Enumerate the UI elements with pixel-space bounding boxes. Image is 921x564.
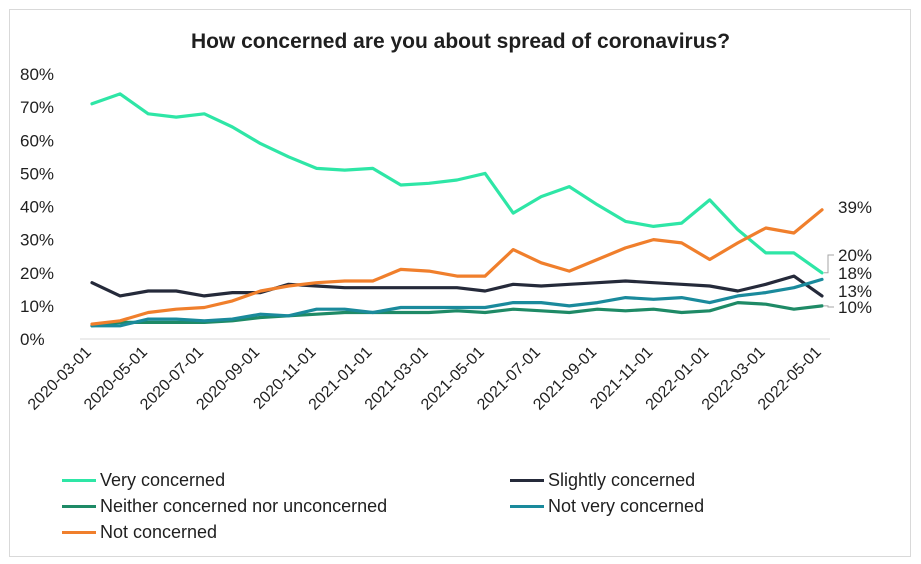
end-value-label: 13% [838, 282, 872, 301]
legend-swatch [62, 531, 96, 534]
legend-item: Not very concerned [510, 496, 704, 517]
legend-swatch [62, 505, 96, 508]
end-value-label: 18% [838, 264, 872, 283]
legend-label: Not very concerned [548, 496, 705, 516]
series-line [90, 274, 824, 298]
legend-label: Very concerned [100, 470, 226, 490]
end-label-leader-line [824, 305, 834, 308]
y-tick-label: 20% [20, 264, 54, 283]
legend-item: Slightly concerned [510, 470, 695, 491]
legend-item: Neither concerned nor unconcerned [62, 496, 387, 517]
y-tick-label: 40% [20, 198, 54, 217]
end-value-label: 10% [838, 298, 872, 317]
chart-frame [9, 9, 911, 557]
end-label-leader-line [824, 254, 834, 274]
y-tick-label: 70% [20, 98, 54, 117]
legend-swatch [62, 479, 96, 482]
y-tick-label: 0% [20, 330, 45, 349]
y-tick-label: 80% [20, 65, 54, 84]
chart-title: How concerned are you about spread of co… [190, 30, 731, 53]
y-tick-label: 30% [20, 231, 54, 250]
y-tick-label: 10% [20, 297, 54, 316]
legend-swatch [510, 505, 544, 508]
series-line [90, 301, 824, 328]
y-tick-label: 60% [20, 131, 54, 150]
y-tick-label: 50% [20, 164, 54, 183]
end-value-label: 39% [838, 198, 872, 217]
legend-item: Very concerned [62, 470, 225, 491]
line-chart: 0%10%20%30%40%50%60%70%80%2020-03-012020… [20, 65, 872, 414]
legend-label: Not concerned [100, 522, 218, 542]
legend-item: Not concerned [62, 522, 217, 543]
end-value-label: 20% [838, 246, 872, 265]
series-line [90, 208, 824, 326]
series-line [90, 277, 824, 328]
legend-label: Neither concerned nor unconcerned [100, 496, 388, 516]
legend-swatch [510, 479, 544, 482]
series-line [90, 92, 824, 275]
legend-label: Slightly concerned [548, 470, 696, 490]
